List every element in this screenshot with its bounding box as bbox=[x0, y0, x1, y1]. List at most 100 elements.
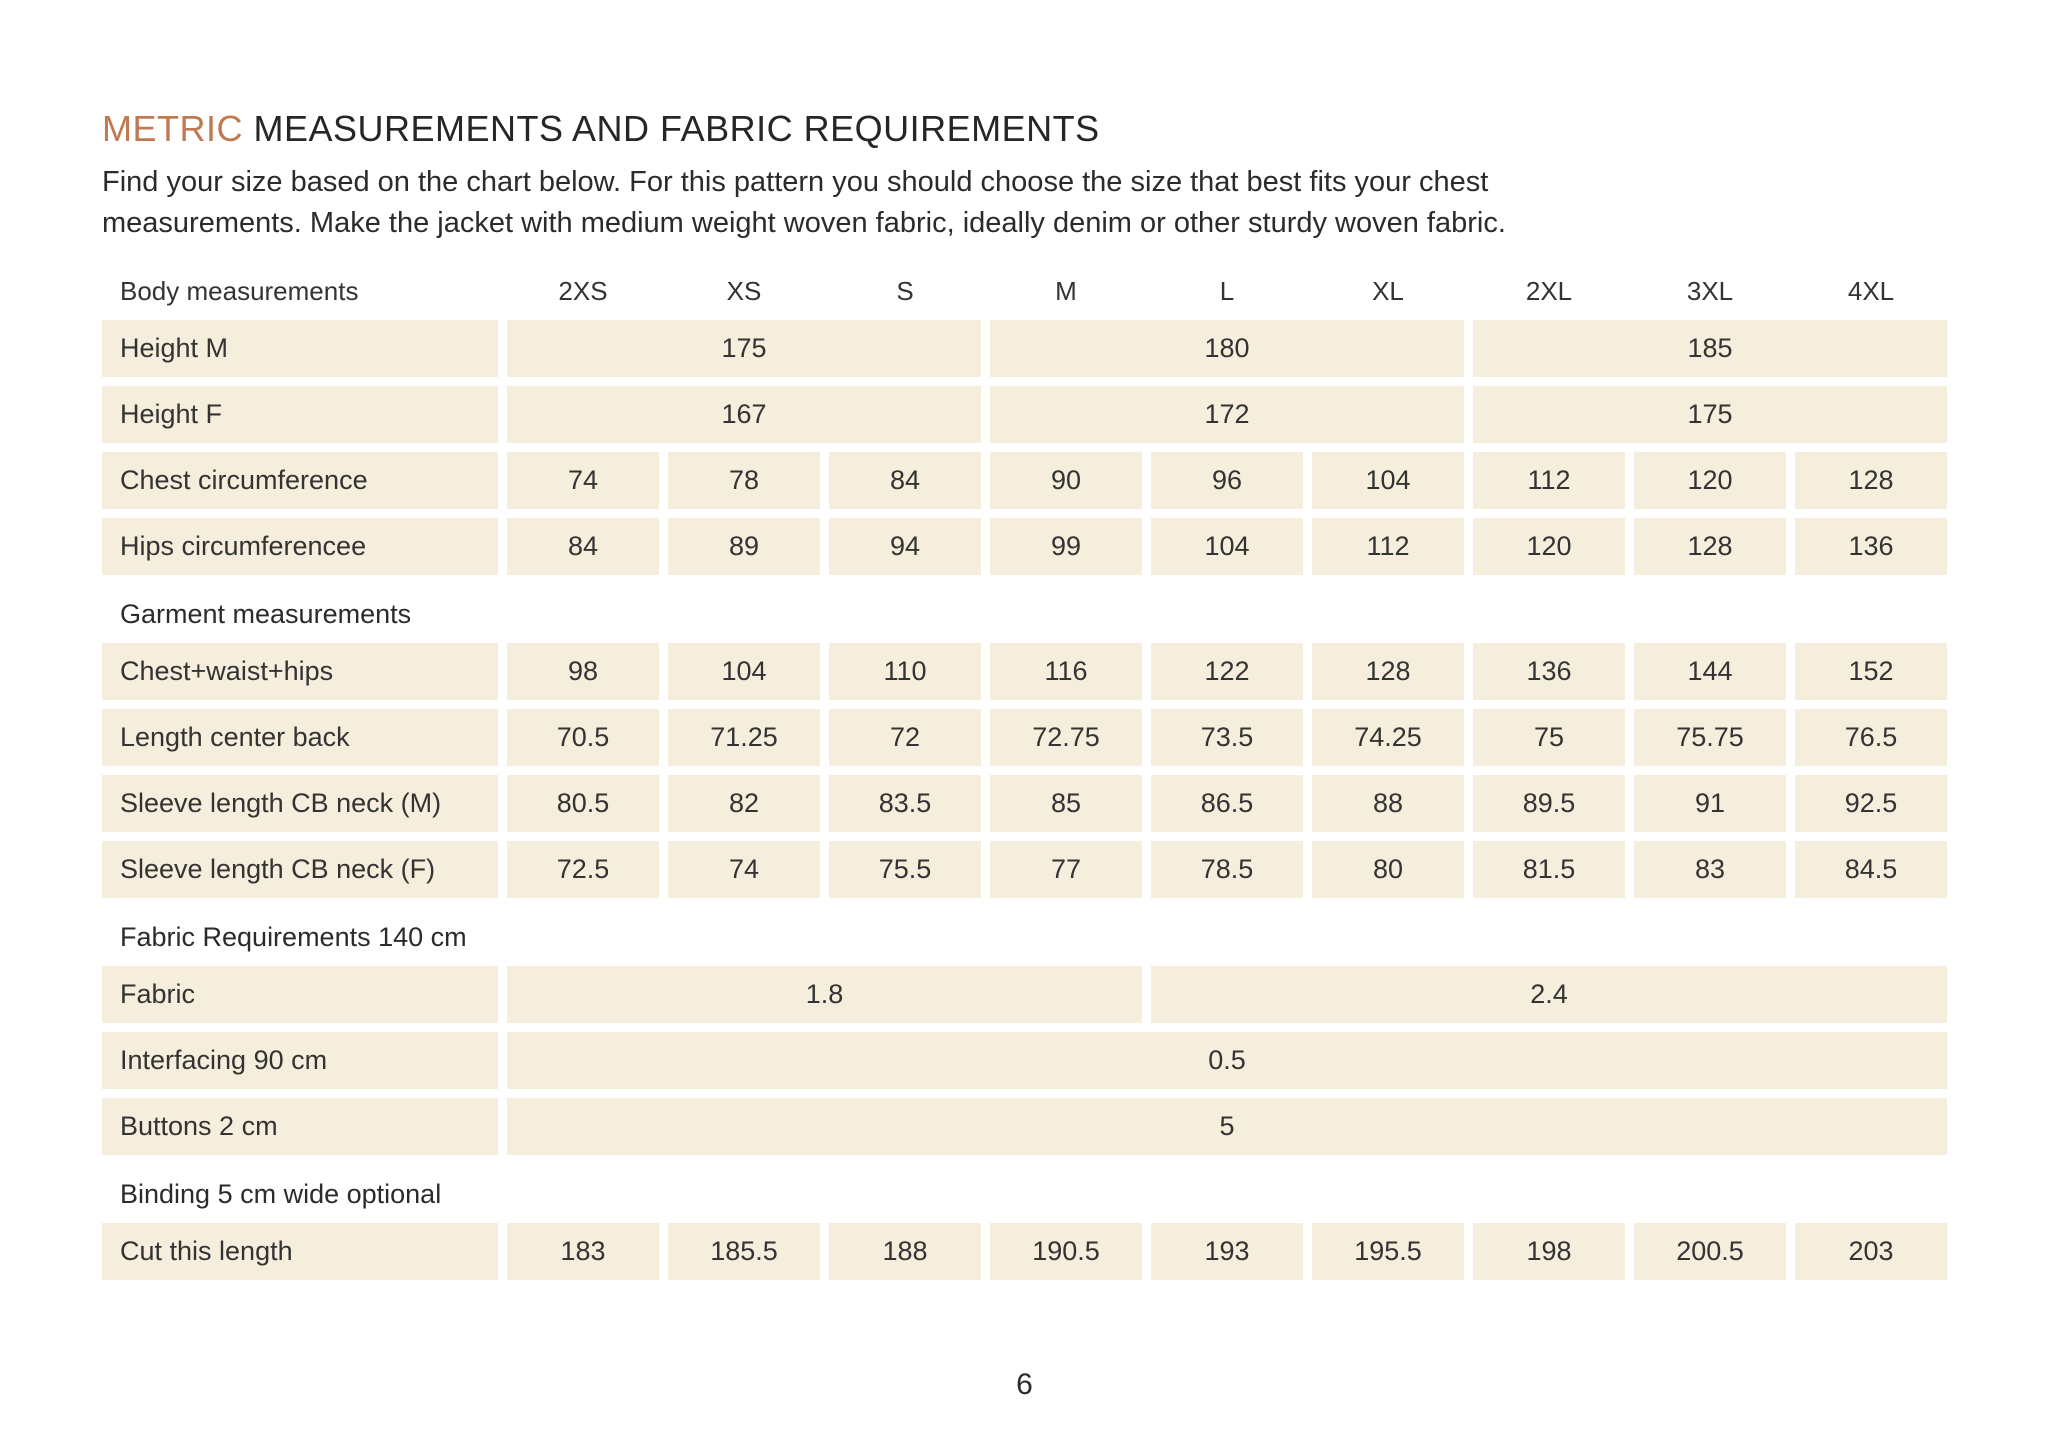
table-row: Chest+waist+hips 98 104 110 116 122 128 136 144 1… bbox=[102, 643, 1947, 700]
table-cell: 90 bbox=[990, 452, 1142, 509]
column-header: 2XS bbox=[558, 275, 608, 306]
table-cell: 77 bbox=[990, 841, 1142, 898]
row-label: Height F bbox=[102, 386, 498, 443]
table-cell: 136 bbox=[1795, 518, 1947, 575]
table-cell: 73.5 bbox=[1151, 709, 1303, 766]
table-cell: 78 bbox=[668, 452, 820, 509]
table-cell: 83 bbox=[1634, 841, 1786, 898]
title-rest: MEASUREMENTS AND FABRIC REQUIREMENTS bbox=[243, 108, 1100, 149]
table-cell: 188 bbox=[829, 1223, 981, 1280]
table-cell: 72.75 bbox=[990, 709, 1142, 766]
table-cell: 92.5 bbox=[1795, 775, 1947, 832]
table-cell: 96 bbox=[1151, 452, 1303, 509]
table-cell: 83.5 bbox=[829, 775, 981, 832]
table-cell: 84 bbox=[829, 452, 981, 509]
table-cell: 94 bbox=[829, 518, 981, 575]
table-cell: 84.5 bbox=[1795, 841, 1947, 898]
column-header-label: Body measurements bbox=[120, 275, 359, 306]
table-cell: 116 bbox=[990, 643, 1142, 700]
table-cell: 0.5 bbox=[507, 1032, 1947, 1089]
table-cell: 75.75 bbox=[1634, 709, 1786, 766]
row-label: Chest circumference bbox=[102, 452, 498, 509]
table-row: Interfacing 90 cm 0.5 bbox=[102, 1032, 1947, 1089]
table-cell: 128 bbox=[1795, 452, 1947, 509]
table-cell: 70.5 bbox=[507, 709, 659, 766]
column-header: L bbox=[1219, 275, 1235, 306]
table-cell: 128 bbox=[1312, 643, 1464, 700]
table-cell: 128 bbox=[1634, 518, 1786, 575]
table-cell: 190.5 bbox=[990, 1223, 1142, 1280]
table-cell: 122 bbox=[1151, 643, 1303, 700]
row-label: Cut this length bbox=[102, 1223, 498, 1280]
table-cell: 1.8 bbox=[507, 966, 1142, 1023]
row-label: Interfacing 90 cm bbox=[102, 1032, 498, 1089]
table-cell: 2.4 bbox=[1151, 966, 1947, 1023]
row-label: Height M bbox=[102, 320, 498, 377]
table-cell: 99 bbox=[990, 518, 1142, 575]
table-cell: 112 bbox=[1312, 518, 1464, 575]
table-cell: 88 bbox=[1312, 775, 1464, 832]
table-cell: 183 bbox=[507, 1223, 659, 1280]
table-cell: 74 bbox=[668, 841, 820, 898]
table-cell: 144 bbox=[1634, 643, 1786, 700]
table-cell: 89.5 bbox=[1473, 775, 1625, 832]
table-cell: 152 bbox=[1795, 643, 1947, 700]
table-cell: 81.5 bbox=[1473, 841, 1625, 898]
table-row: Fabric 1.8 2.4 bbox=[102, 966, 1947, 1023]
table-cell: 198 bbox=[1473, 1223, 1625, 1280]
table-cell: 74.25 bbox=[1312, 709, 1464, 766]
row-label: Sleeve length CB neck (M) bbox=[102, 775, 498, 832]
table-cell: 203 bbox=[1795, 1223, 1947, 1280]
table-cell: 80.5 bbox=[507, 775, 659, 832]
intro-line-1: Find your size based on the chart below.… bbox=[102, 166, 1489, 198]
page-title: METRIC MEASUREMENTS AND FABRIC REQUIREME… bbox=[102, 108, 1947, 150]
table-cell: 82 bbox=[668, 775, 820, 832]
title-accent: METRIC bbox=[102, 108, 243, 149]
table-cell: 72.5 bbox=[507, 841, 659, 898]
row-label: Length center back bbox=[102, 709, 498, 766]
table-row: Sleeve length CB neck (M) 80.5 82 83.5 85 86.… bbox=[102, 775, 1947, 832]
row-label: Sleeve length CB neck (F) bbox=[102, 841, 498, 898]
table-cell: 85 bbox=[990, 775, 1142, 832]
page-content: METRIC MEASUREMENTS AND FABRIC REQUIREME… bbox=[102, 0, 1947, 1402]
table-row: Height F 167 172 175 bbox=[102, 386, 1947, 443]
section-heading: Binding 5 cm wide optional bbox=[120, 1179, 442, 1209]
table-row: Sleeve length CB neck (F) 72.5 74 75.5 77 78.… bbox=[102, 841, 1947, 898]
table-cell: 89 bbox=[668, 518, 820, 575]
table-header-row: Body measurements 2XS XS S M L XL 2XL 3XL 4XL bbox=[102, 272, 1947, 310]
column-header: 4XL bbox=[1847, 275, 1895, 306]
row-label: Hips circumferencee bbox=[102, 518, 498, 575]
table-row: Length center back 70.5 71.25 72 72.75 73.5 74… bbox=[102, 709, 1947, 766]
table-cell: 175 bbox=[507, 320, 981, 377]
table-cell: 84 bbox=[507, 518, 659, 575]
table-cell: 78.5 bbox=[1151, 841, 1303, 898]
row-label: Buttons 2 cm bbox=[102, 1098, 498, 1155]
table-cell: 71.25 bbox=[668, 709, 820, 766]
row-label: Chest+waist+hips bbox=[102, 643, 498, 700]
table-cell: 120 bbox=[1473, 518, 1625, 575]
table-cell: 5 bbox=[507, 1098, 1947, 1155]
table-cell: 193 bbox=[1151, 1223, 1303, 1280]
table-cell: 98 bbox=[507, 643, 659, 700]
table-cell: 80 bbox=[1312, 841, 1464, 898]
column-header: 2XL bbox=[1525, 275, 1573, 306]
column-header: XL bbox=[1372, 275, 1404, 306]
table-cell: 104 bbox=[1151, 518, 1303, 575]
table-cell: 180 bbox=[990, 320, 1464, 377]
table-row: Cut this length 183 185.5 188 190.5 193 195.5 1… bbox=[102, 1223, 1947, 1280]
table-cell: 72 bbox=[829, 709, 981, 766]
table-row: Hips circumferencee 84 89 94 99 104 112 120 128 1… bbox=[102, 518, 1947, 575]
table-cell: 195.5 bbox=[1312, 1223, 1464, 1280]
intro-paragraph: Find your size based on the chart below.… bbox=[102, 162, 1947, 244]
section-heading: Garment measurements bbox=[120, 599, 412, 629]
table-cell: 86.5 bbox=[1151, 775, 1303, 832]
table-cell: 110 bbox=[829, 643, 981, 700]
row-label: Fabric bbox=[102, 966, 498, 1023]
table-row: Buttons 2 cm 5 bbox=[102, 1098, 1947, 1155]
table-cell: 200.5 bbox=[1634, 1223, 1786, 1280]
table-cell: 104 bbox=[668, 643, 820, 700]
column-header: S bbox=[896, 275, 914, 306]
table-cell: 91 bbox=[1634, 775, 1786, 832]
column-header: 3XL bbox=[1686, 275, 1734, 306]
table-cell: 76.5 bbox=[1795, 709, 1947, 766]
